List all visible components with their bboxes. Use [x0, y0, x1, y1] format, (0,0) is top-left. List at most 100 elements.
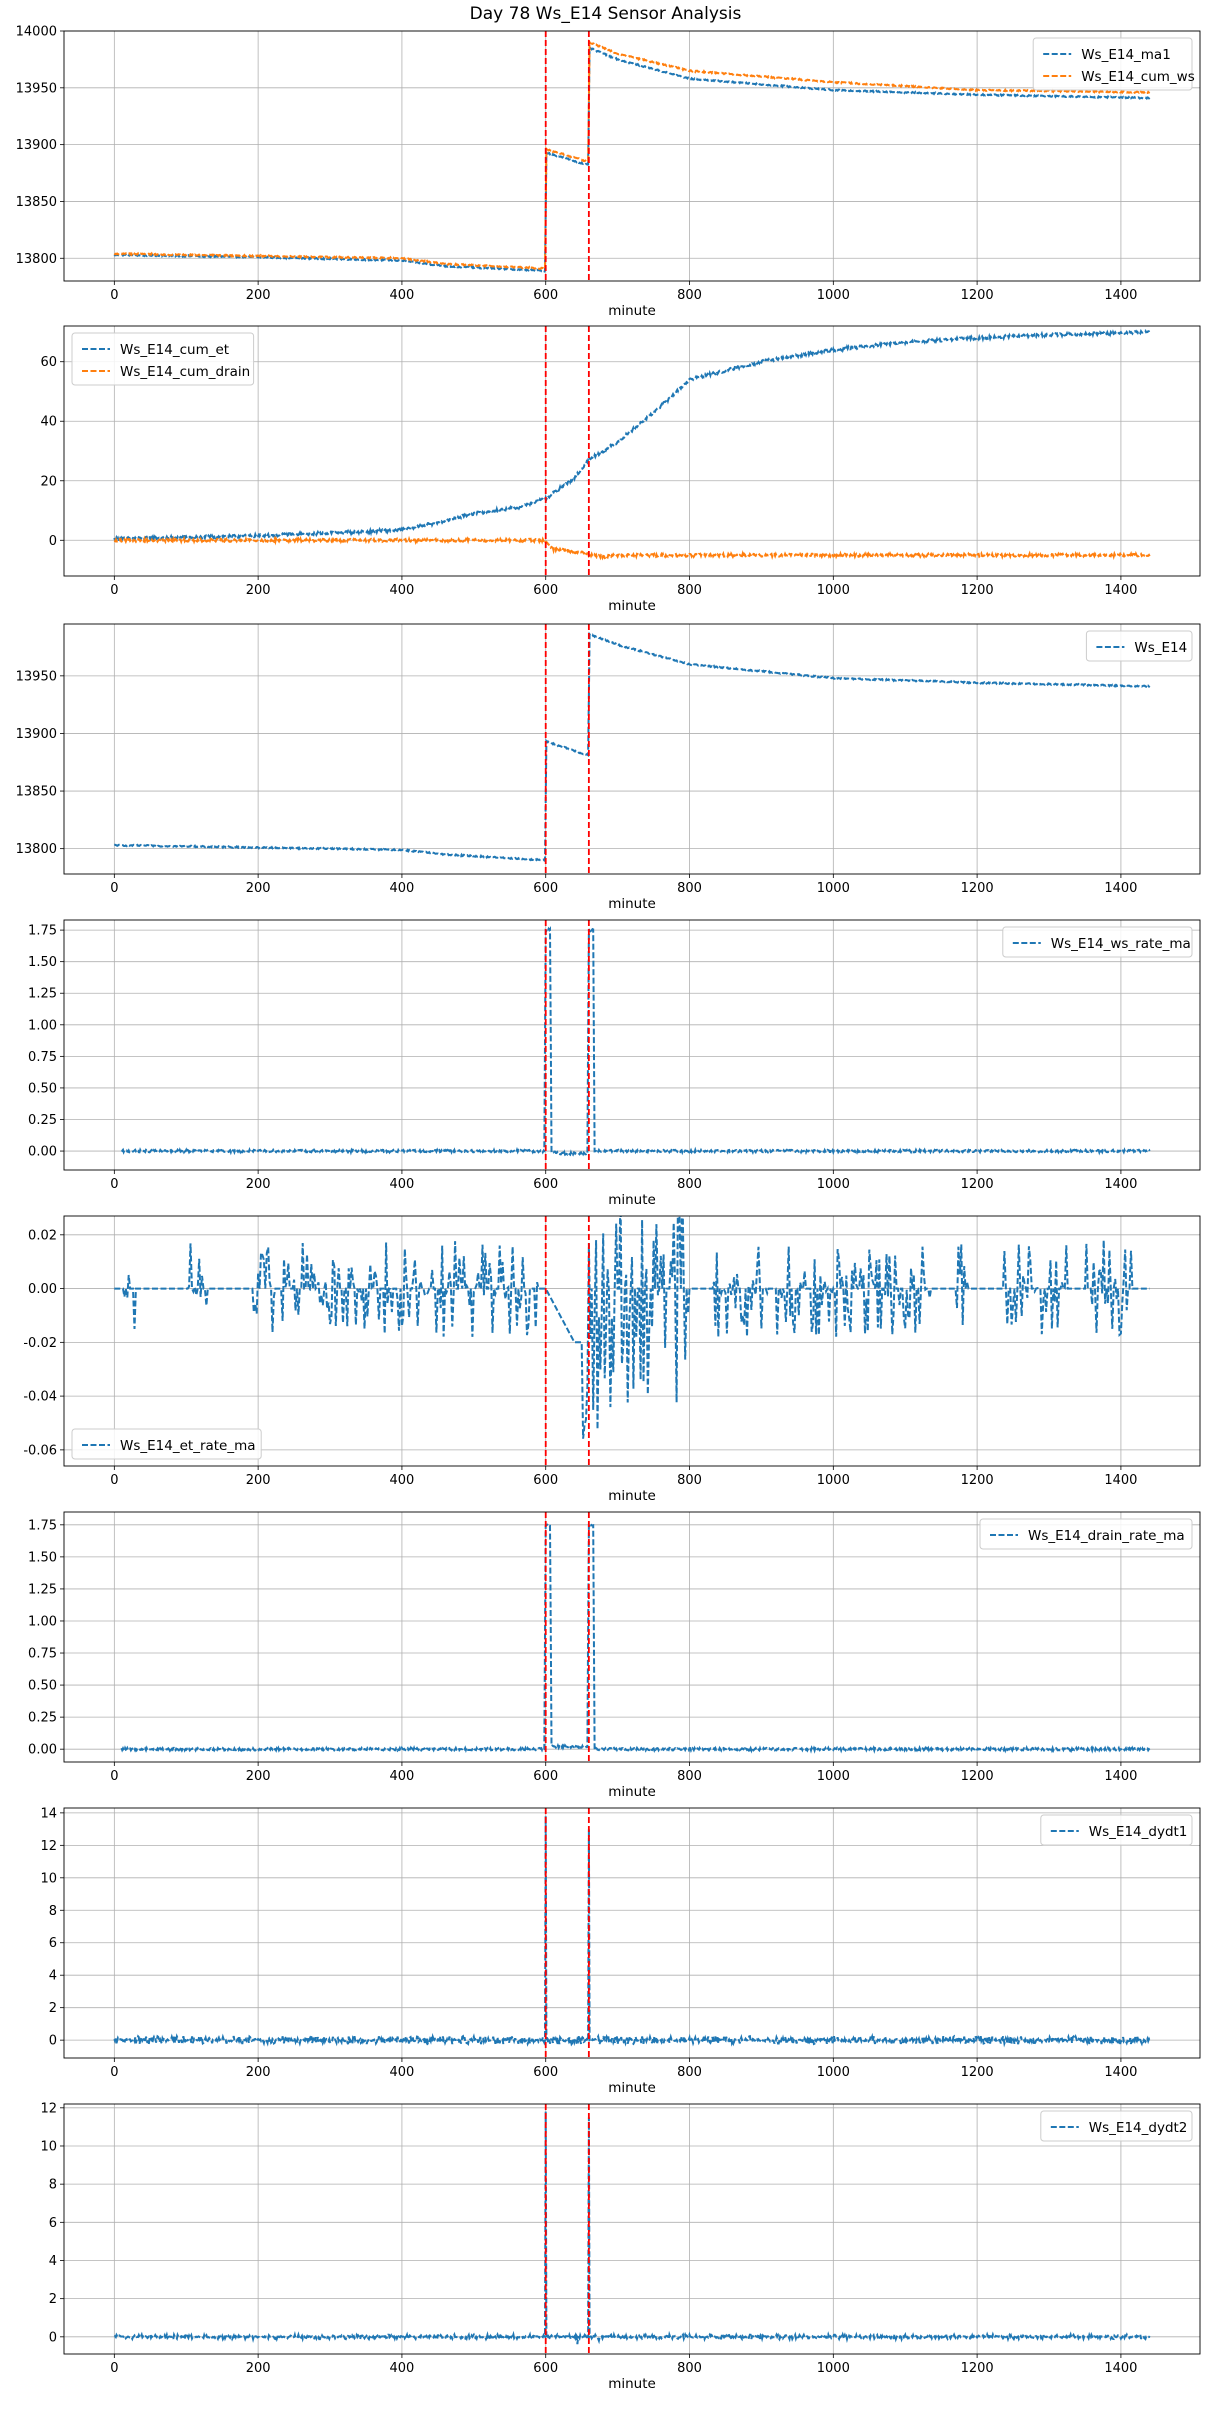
y-tick-label: 0.75: [28, 1647, 57, 1662]
legend-box: [1002, 926, 1193, 958]
x-tick-label: 400: [390, 2065, 415, 2080]
y-tick-label: 2: [49, 2001, 57, 2016]
legend-label: Ws_E14_et_rate_ma: [120, 1438, 256, 1454]
x-tick-label: 600: [533, 881, 558, 896]
x-tick-label: 800: [677, 881, 702, 896]
x-tick-label: 1000: [817, 1769, 850, 1784]
x-tick-label: 0: [110, 881, 118, 896]
axes-frame: [63, 30, 1201, 282]
x-tick-label: 200: [246, 583, 271, 598]
x-tick-label: 0: [110, 1473, 118, 1488]
x-tick-label: 1000: [817, 583, 850, 598]
series-line: [114, 631, 1151, 863]
x-tick-label: 1400: [1104, 583, 1137, 598]
x-tick-label: 1400: [1104, 1177, 1137, 1192]
x-tick-label: 1000: [817, 288, 850, 303]
x-tick-label: 400: [390, 881, 415, 896]
series-line: [114, 1216, 1150, 1439]
x-tick-label: 400: [390, 288, 415, 303]
y-tick-label: 10: [40, 2139, 57, 2154]
x-axis-label: minute: [608, 1192, 656, 1208]
legend: Ws_E14_et_rate_ma: [71, 1428, 262, 1460]
x-tick-label: 0: [110, 2361, 118, 2376]
y-tick-label: 0.25: [28, 1711, 57, 1726]
x-tick-label: 1400: [1104, 2361, 1137, 2376]
legend-box: [1032, 37, 1193, 91]
x-tick-label: 0: [110, 1177, 118, 1192]
y-tick-label: 10: [40, 1871, 57, 1886]
x-tick-label: 600: [533, 1769, 558, 1784]
x-tick-label: 1000: [817, 2065, 850, 2080]
y-tick-label: 1.25: [28, 1582, 57, 1597]
series-line: [114, 2111, 1151, 2345]
x-axis-label: minute: [608, 598, 656, 614]
y-tick-label: 13800: [16, 252, 57, 267]
legend: Ws_E14_dydt2: [1040, 2110, 1193, 2142]
legend-label: Ws_E14_cum_ws: [1081, 69, 1195, 85]
legend-box: [71, 1428, 262, 1460]
y-tick-label: -0.06: [23, 1443, 57, 1458]
x-tick-label: 1200: [961, 583, 994, 598]
x-tick-label: 200: [246, 288, 271, 303]
y-tick-label: 4: [49, 1969, 57, 1984]
x-tick-label: 400: [390, 1177, 415, 1192]
x-tick-label: 1200: [961, 1769, 994, 1784]
x-tick-label: 1000: [817, 881, 850, 896]
x-tick-label: 200: [246, 1473, 271, 1488]
y-tick-label: 0: [49, 2330, 57, 2345]
legend-label: Ws_E14_dydt2: [1089, 2120, 1188, 2136]
x-tick-label: 200: [246, 2361, 271, 2376]
legend: Ws_E14_ws_rate_ma: [1002, 926, 1193, 958]
x-tick-label: 1400: [1104, 288, 1137, 303]
x-tick-label: 1400: [1104, 2065, 1137, 2080]
y-tick-label: 13900: [16, 138, 57, 153]
y-tick-label: 13850: [16, 195, 57, 210]
x-tick-label: 800: [677, 1473, 702, 1488]
legend: Ws_E14_cum_et Ws_E14_cum_drain: [71, 332, 255, 386]
legend-box: [979, 1518, 1193, 1550]
x-tick-label: 1200: [961, 288, 994, 303]
x-tick-label: 1400: [1104, 1769, 1137, 1784]
axes-frame: [63, 2103, 1201, 2355]
series-line: [120, 925, 1151, 1159]
x-tick-label: 800: [677, 583, 702, 598]
legend: Ws_E14: [1085, 630, 1193, 662]
x-tick-label: 1200: [961, 881, 994, 896]
subplot-1: 0 200 400 600 800 1000 1200 1400 13800 13850 13900…: [16, 25, 1201, 319]
y-tick-label: 14000: [16, 25, 57, 40]
y-tick-label: 8: [49, 2178, 57, 2193]
legend-box: [71, 332, 255, 386]
x-axis-label: minute: [608, 2080, 656, 2096]
y-tick-label: 14: [40, 1806, 57, 1821]
x-tick-label: 1400: [1104, 1473, 1137, 1488]
x-tick-label: 1200: [961, 2361, 994, 2376]
x-tick-label: 0: [110, 288, 118, 303]
series-line: [120, 1521, 1151, 1754]
y-tick-label: 0: [49, 534, 57, 549]
y-tick-label: -0.04: [23, 1390, 57, 1405]
axes-frame: [63, 325, 1201, 577]
subplot-6: 0 200 400 600 800 1000 1200 1400 0.00 0.25 0.50 0.7…: [28, 1511, 1201, 1800]
legend-label: Ws_E14_cum_drain: [120, 364, 250, 380]
y-tick-label: 13950: [16, 81, 57, 96]
x-tick-label: 200: [246, 1177, 271, 1192]
y-tick-label: 20: [40, 474, 57, 489]
x-tick-label: 400: [390, 2361, 415, 2376]
legend: Ws_E14_drain_rate_ma: [979, 1518, 1193, 1550]
y-tick-label: 13950: [16, 669, 57, 684]
subplot-4: 0 200 400 600 800 1000 1200 1400 0.00 0.25 0.50 0.7…: [28, 919, 1201, 1208]
y-tick-label: 13800: [16, 842, 57, 857]
x-tick-label: 600: [533, 1473, 558, 1488]
y-tick-label: 0.00: [28, 1282, 57, 1297]
x-axis-label: minute: [608, 303, 656, 319]
subplot-8: 0 200 400 600 800 1000 1200 1400 0 2 4 6 8 10 12 minute…: [40, 2101, 1201, 2392]
x-tick-label: 1000: [817, 2361, 850, 2376]
legend-box: [1040, 1814, 1193, 1846]
legend-label: Ws_E14_ma1: [1081, 47, 1171, 63]
y-tick-label: 12: [40, 2101, 57, 2116]
y-tick-label: 1.50: [28, 1550, 57, 1565]
axes-frame: [63, 919, 1201, 1171]
subplot-2: 0 200 400 600 800 1000 1200 1400 0 20 40 60 minute Ws…: [40, 325, 1201, 614]
legend-box: [1085, 630, 1193, 662]
